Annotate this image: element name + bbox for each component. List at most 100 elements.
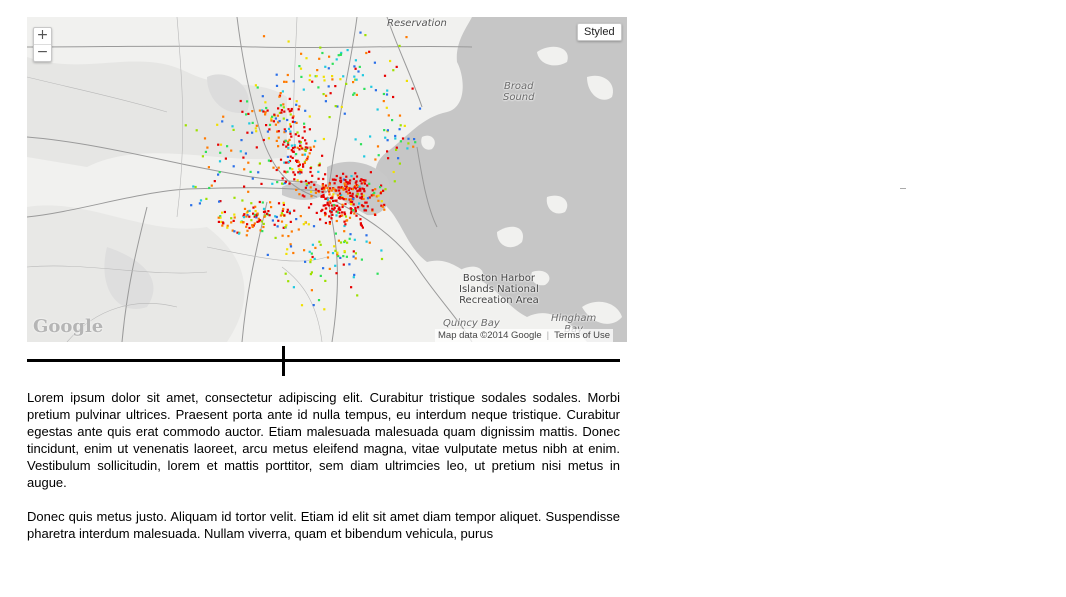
heat-point [350,203,353,206]
heat-point [288,182,291,185]
map-attribution: Map data ©2014 Google | Terms of Use [435,329,614,342]
heat-point [383,203,386,206]
heat-point [371,189,374,192]
heat-point [288,110,291,113]
heat-point [353,185,357,188]
heat-point [361,187,364,190]
heat-point [381,205,384,208]
heat-point [220,220,223,223]
heat-point [284,171,288,174]
heat-point [296,159,299,162]
heat-point [346,182,349,185]
heat-point [284,139,287,142]
map-canvas[interactable]: + − Styled Reservation Broad Sound Bosto… [27,17,627,342]
heat-point [346,49,349,52]
zoom-in-button[interactable]: + [36,27,49,43]
heat-point [363,155,366,158]
heat-point [380,249,383,252]
heat-point [289,243,292,246]
heat-point [245,225,248,228]
heat-point [267,137,270,140]
heat-point [239,99,242,103]
heat-point [364,179,367,182]
heat-point [333,245,336,248]
heat-point [377,154,380,157]
heat-point [339,241,343,244]
slider-track[interactable] [27,359,620,362]
heat-point [284,182,287,185]
zoom-out-button[interactable]: − [34,44,51,61]
heat-point [385,106,388,109]
heat-point [293,173,296,176]
heat-point [360,224,363,227]
heat-point [308,74,312,77]
heat-point [303,126,306,129]
heat-point [392,170,395,174]
heat-point [328,55,331,58]
heat-point [304,221,307,224]
heat-point [253,213,256,216]
heat-point [271,219,274,222]
heat-point [267,159,270,162]
heat-point [252,206,255,209]
heat-point [335,58,338,61]
heat-point [277,130,280,133]
heat-point [329,92,332,95]
heat-point [190,204,193,207]
heat-point [327,251,330,254]
heat-point [380,184,383,187]
heat-point [335,174,338,178]
heat-point [326,203,329,206]
heat-point [274,215,277,218]
heat-point [264,101,267,104]
heat-point [341,211,344,214]
heat-point [361,226,364,229]
heat-point [275,84,279,87]
heat-point [366,184,369,187]
heat-point [311,80,314,83]
heat-point [321,190,324,193]
heat-point [405,36,408,39]
heat-point [386,129,389,132]
heat-point [337,186,341,189]
heat-point [355,214,358,217]
heat-point [265,106,268,110]
heat-point [354,257,357,260]
map-style-button[interactable]: Styled [577,23,622,41]
heat-point [354,59,357,62]
heat-point [353,186,356,189]
heat-point [310,252,313,255]
heat-point [219,200,222,203]
heat-point [221,120,224,123]
heat-point [283,214,286,217]
time-slider[interactable] [27,346,620,376]
heat-point [286,170,289,173]
heat-point [309,167,312,170]
heat-point [226,145,229,148]
heat-point [242,156,245,159]
heat-point [332,208,335,211]
heat-point [279,92,282,95]
heat-point [285,252,288,255]
terms-of-use-link[interactable]: Terms of Use [554,330,611,341]
heat-point [323,211,327,214]
heat-point [369,135,372,138]
heat-point [257,171,260,174]
heat-point [281,209,284,212]
paragraph: Donec quis metus justo. Aliquam id torto… [27,509,620,541]
heat-point [273,223,276,226]
heat-point [284,226,287,229]
slider-handle[interactable] [282,346,285,376]
heat-point [356,294,359,297]
heat-point [259,229,262,232]
heat-point [300,169,303,172]
heat-point [373,191,376,194]
heat-point [334,105,337,108]
heat-point [331,196,334,199]
heat-point [255,146,258,149]
heat-point [351,192,354,195]
heat-point [331,207,334,210]
heat-point [291,156,294,159]
heat-point [285,80,288,83]
heat-point [318,164,321,167]
